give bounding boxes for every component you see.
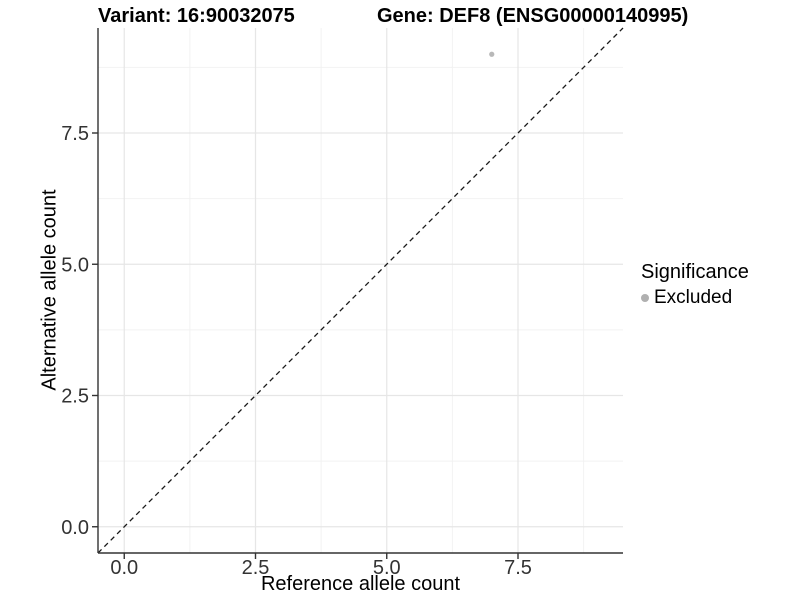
legend-title: Significance	[641, 261, 749, 283]
y-axis-title: Alternative allele count	[38, 189, 61, 391]
legend-key-dot-icon	[641, 294, 649, 302]
plot-title-variant: Variant: 16:90032075	[98, 5, 295, 27]
x-tick-label: 0.0	[110, 557, 138, 579]
x-tick-label: 7.5	[504, 557, 532, 579]
x-tick-label: 5.0	[373, 557, 401, 579]
y-tick-label: 7.5	[61, 123, 89, 145]
data-point	[489, 51, 495, 57]
y-tick-label: 0.0	[61, 517, 89, 539]
y-tick-label: 2.5	[61, 386, 89, 408]
y-tick-label: 5.0	[61, 254, 89, 276]
x-tick-label: 2.5	[242, 557, 270, 579]
legend: Significance Excluded	[641, 261, 749, 309]
legend-entry-excluded: Excluded	[641, 287, 749, 309]
x-axis-title: Reference allele count	[260, 573, 460, 595]
plot-title-gene: Gene: DEF8 (ENSG00000140995)	[377, 5, 689, 27]
legend-entry-label: Excluded	[654, 287, 733, 308]
identity-line	[97, 27, 624, 554]
